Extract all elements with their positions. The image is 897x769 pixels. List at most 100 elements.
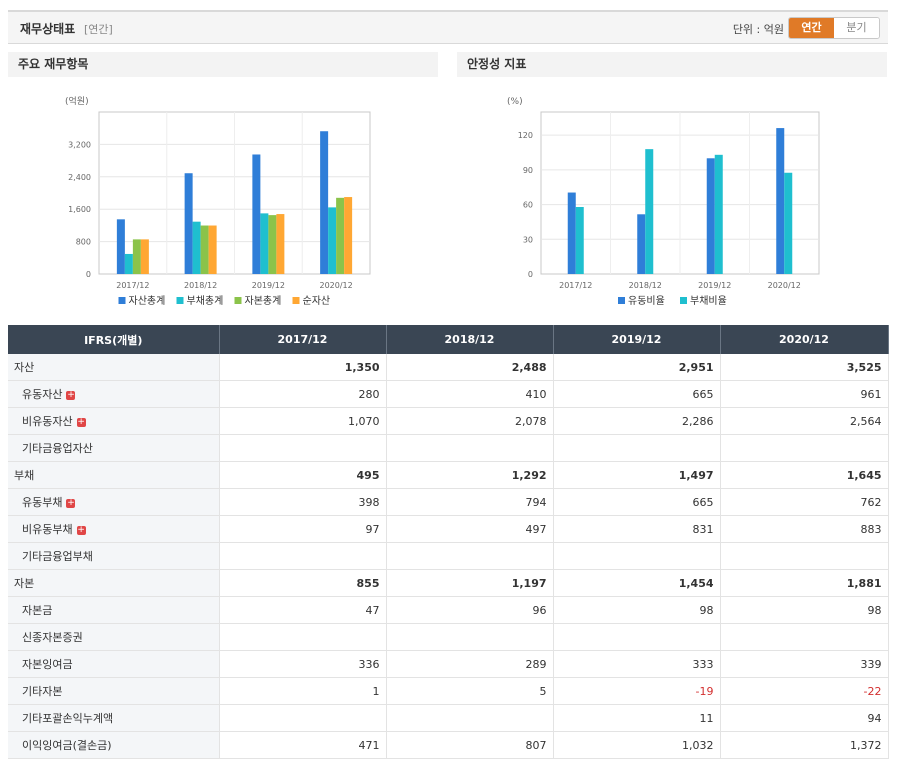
legend-swatch — [292, 297, 300, 304]
table-cell: 794 — [386, 488, 554, 516]
row-label: 기타금융업부채 — [8, 542, 220, 570]
row-label-text: 비유동자산 — [22, 415, 73, 428]
x-tick-label: 2017/12 — [116, 281, 149, 290]
table-row: 자본 855 1,197 1,454 1,881 — [8, 569, 889, 597]
bar — [124, 253, 133, 274]
table-row: 비유동자산 +1,070 2,078 2,286 2,564 — [8, 407, 889, 435]
bar — [252, 154, 261, 274]
row-label-text: 유동자산 — [22, 388, 63, 401]
bar — [344, 197, 353, 274]
table-cell — [386, 434, 554, 462]
period-toggle: 연간 분기 — [788, 17, 880, 39]
page-title: 재무상태표 — [20, 22, 76, 36]
x-tick-label: 2019/12 — [252, 281, 285, 290]
table-cell: 98 — [553, 596, 721, 624]
bar — [140, 239, 149, 274]
legend-swatch — [618, 297, 625, 304]
page-subtitle: [연간] — [84, 23, 113, 36]
row-label-text: 자본 — [14, 577, 35, 590]
table-cell: 47 — [219, 596, 387, 624]
x-tick-label: 2017/12 — [559, 281, 592, 290]
table-cell — [386, 704, 554, 732]
bar — [706, 158, 715, 274]
table-row: 이익잉여금(결손금) 471 807 1,032 1,372 — [8, 731, 889, 759]
row-label-text: 기타포괄손익누계액 — [22, 712, 114, 725]
table-cell — [219, 434, 387, 462]
bar — [260, 213, 269, 274]
table-row: 유동자산 +280 410 665 961 — [8, 380, 889, 408]
bar — [276, 214, 285, 274]
bar — [637, 214, 646, 274]
annual-toggle-button[interactable]: 연간 — [789, 18, 834, 38]
table-cell: 1,292 — [386, 461, 554, 489]
row-label: 이익잉여금(결손금) — [8, 731, 220, 759]
quarter-toggle-button[interactable]: 분기 — [834, 18, 879, 38]
legend-swatch — [176, 297, 184, 304]
table-cell: 2,078 — [386, 407, 554, 435]
bar — [132, 239, 141, 274]
x-tick-label: 2020/12 — [320, 281, 353, 290]
row-label: 자산 — [8, 354, 220, 381]
column-header: IFRS(개별) — [8, 325, 220, 354]
bar — [336, 197, 345, 274]
table-cell: 339 — [720, 650, 889, 678]
row-label-text: 기타금융업자산 — [22, 442, 93, 455]
table-cell — [219, 623, 387, 651]
right-chart-title: 안정성 지표 — [457, 52, 887, 77]
table-cell: 2,488 — [386, 354, 554, 381]
table-cell: 398 — [219, 488, 387, 516]
y-tick-label: 1,600 — [68, 205, 91, 214]
bar — [575, 207, 584, 274]
balance-sheet-table: IFRS(개별) 2017/12 2018/12 2019/12 2020/12 자산 1… — [8, 325, 889, 759]
row-label: 기타금융업자산 — [8, 434, 220, 462]
table-cell: 1,881 — [720, 569, 889, 597]
table-cell: 1,454 — [553, 569, 721, 597]
expand-icon[interactable]: + — [76, 524, 86, 535]
table-cell — [553, 623, 721, 651]
table-row: 기타금융업부채 — [8, 542, 889, 570]
legend-label: 부채비율 — [690, 295, 727, 307]
row-label: 신종자본증권 — [8, 623, 220, 651]
y-tick-label: 3,200 — [68, 140, 91, 149]
table-cell: 1,497 — [553, 461, 721, 489]
table-row: 비유동부채 +97 497 831 883 — [8, 515, 889, 543]
row-label: 기타자본 — [8, 677, 220, 705]
legend-label: 순자산 — [303, 295, 331, 307]
table-cell: 495 — [219, 461, 387, 489]
legend-swatch — [118, 297, 126, 304]
y-tick-label: 30 — [523, 235, 533, 244]
table-cell: 96 — [386, 596, 554, 624]
bar — [268, 215, 277, 274]
table-cell: 289 — [386, 650, 554, 678]
y-tick-label: 60 — [523, 201, 533, 210]
table-cell: 762 — [720, 488, 889, 516]
legend-label: 자산총계 — [129, 295, 166, 307]
table-row: 신종자본증권 — [8, 623, 889, 651]
table-row: 자본잉여금 336 289 333 339 — [8, 650, 889, 678]
expand-icon[interactable]: + — [76, 416, 86, 427]
table-cell: 1,032 — [553, 731, 721, 759]
table-cell — [720, 623, 889, 651]
table-cell: 807 — [386, 731, 554, 759]
expand-icon[interactable]: + — [66, 497, 76, 508]
table-cell: 1,372 — [720, 731, 889, 759]
column-header: 2020/12 — [720, 325, 889, 354]
expand-icon[interactable]: + — [66, 389, 76, 400]
table-cell: 336 — [219, 650, 387, 678]
x-tick-label: 2018/12 — [629, 281, 662, 290]
table-cell: 665 — [553, 380, 721, 408]
table-body: 자산 1,350 2,488 2,951 3,525 유동자산 +280 410 665 961 비… — [8, 354, 889, 759]
table-cell: 3,525 — [720, 354, 889, 381]
table-row: 기타포괄손익누계액 11 94 — [8, 704, 889, 732]
bar — [208, 225, 217, 274]
table-cell: 1,070 — [219, 407, 387, 435]
row-label: 부채 — [8, 461, 220, 489]
bar — [784, 172, 793, 274]
row-label-text: 부채 — [14, 469, 35, 482]
table-cell: 94 — [720, 704, 889, 732]
legend-label: 부채총계 — [187, 295, 224, 307]
table-header-row: IFRS(개별) 2017/12 2018/12 2019/12 2020/12 — [8, 325, 889, 354]
y-tick-label: 0 — [86, 270, 91, 279]
row-label: 비유동부채 + — [8, 515, 220, 543]
table-cell: 1,197 — [386, 569, 554, 597]
